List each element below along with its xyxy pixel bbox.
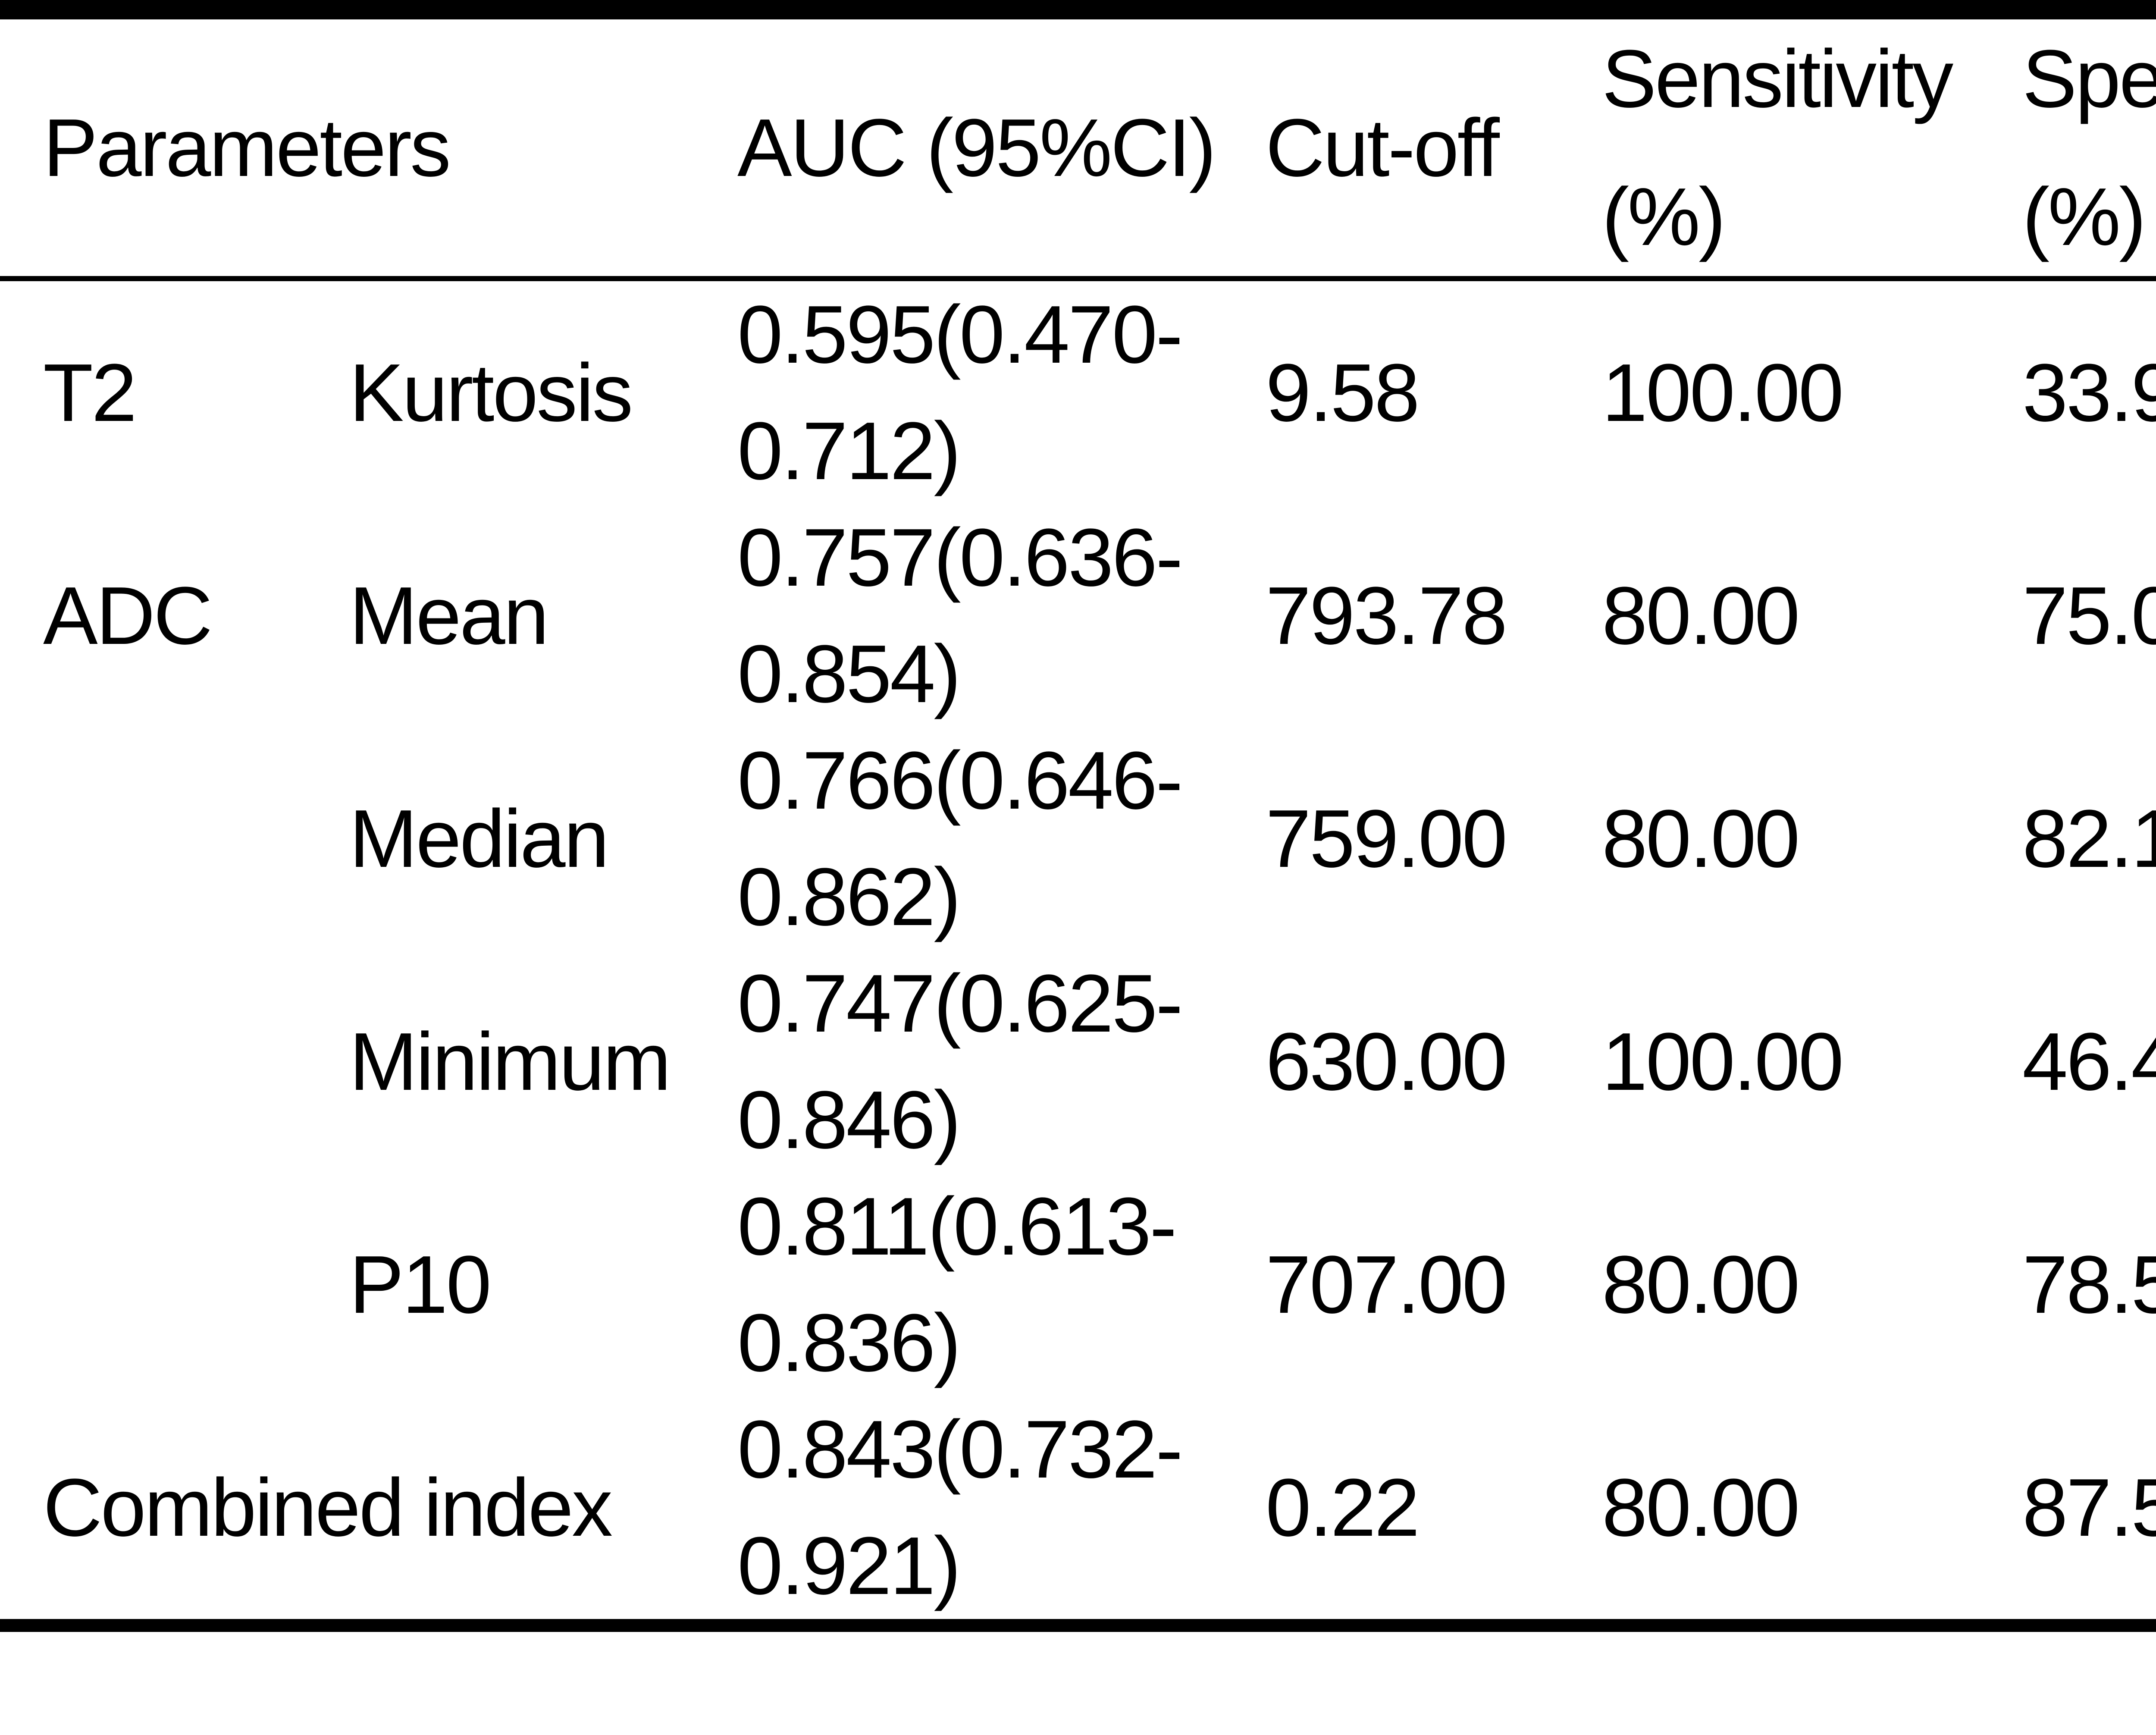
cell-specificity: 82.14	[2022, 793, 2156, 885]
header-specificity-line2: (%)	[2022, 171, 2146, 263]
cell-group: Combined index	[43, 1462, 613, 1553]
cell-auc: 0.811(0.613- 0.836)	[737, 1186, 1266, 1384]
auc-line1: 0.766(0.646-	[737, 734, 1183, 826]
cell-cutoff: 630.00	[1266, 1016, 1507, 1108]
cell-param: Minimum	[349, 1016, 671, 1108]
cell-param: Median	[349, 793, 609, 885]
table-row: T2 Kurtosis 0.595(0.470- 0.712) 9.58 100…	[0, 281, 2156, 504]
auc-line1: 0.747(0.625-	[737, 957, 1183, 1049]
cell-specificity: 78.57	[2022, 1239, 2156, 1330]
header-sensitivity: Sensitivity (%)	[1602, 38, 2022, 258]
auc-line2: 0.836)	[737, 1297, 961, 1389]
auc-line1: 0.595(0.470-	[737, 289, 1183, 380]
cell-sensitivity: 80.00	[1602, 793, 1800, 885]
cell-cutoff: 793.78	[1266, 570, 1507, 662]
cell-auc: 0.747(0.625- 0.846)	[737, 963, 1266, 1161]
cell-auc: 0.595(0.470- 0.712)	[737, 294, 1266, 492]
cell-specificity: 33.90	[2022, 347, 2156, 439]
table-row: ADC Mean 0.757(0.636- 0.854) 793.78 80.0…	[0, 504, 2156, 727]
auc-line2: 0.921)	[737, 1520, 961, 1612]
table-row: Median 0.766(0.646- 0.862) 759.00 80.00 …	[0, 727, 2156, 950]
auc-line1: 0.843(0.732-	[737, 1403, 1183, 1495]
auc-line2: 0.712)	[737, 405, 961, 497]
cell-sensitivity: 100.00	[1602, 347, 1844, 439]
auc-line2: 0.862)	[737, 851, 961, 943]
auc-line1: 0.757(0.636-	[737, 511, 1183, 603]
cell-specificity: 87.50	[2022, 1462, 2156, 1553]
cell-param: Kurtosis	[349, 347, 633, 439]
auc-line2: 0.854)	[737, 628, 961, 720]
cell-specificity: 75.00	[2022, 570, 2156, 662]
table-row: Combined index 0.843(0.732- 0.921) 0.22 …	[0, 1396, 2156, 1619]
header-auc: AUC (95%CI)	[737, 102, 1216, 194]
cell-auc: 0.757(0.636- 0.854)	[737, 517, 1266, 715]
auc-line1: 0.811(0.613-	[737, 1180, 1177, 1272]
table-row: Minimum 0.747(0.625- 0.846) 630.00 100.0…	[0, 950, 2156, 1173]
cell-group: ADC	[43, 570, 213, 662]
cell-auc: 0.843(0.732- 0.921)	[737, 1409, 1266, 1607]
cell-sensitivity: 80.00	[1602, 1239, 1800, 1330]
cell-sensitivity: 100.00	[1602, 1016, 1844, 1108]
table-header-row: Parameters AUC (95%CI) Cut-off Sensitivi…	[0, 19, 2156, 276]
cell-param: P10	[349, 1239, 492, 1330]
cell-cutoff: 0.22	[1266, 1462, 1420, 1553]
cell-sensitivity: 80.00	[1602, 1462, 1800, 1553]
header-parameters: Parameters	[43, 102, 451, 194]
cell-cutoff: 707.00	[1266, 1239, 1507, 1330]
roc-parameters-table: Parameters AUC (95%CI) Cut-off Sensitivi…	[0, 0, 2156, 1632]
header-sensitivity-line2: (%)	[1602, 171, 1726, 263]
table-top-border	[0, 0, 2156, 19]
table-bottom-border	[0, 1619, 2156, 1632]
auc-line2: 0.846)	[737, 1074, 961, 1166]
cell-param: Mean	[349, 570, 549, 662]
header-sensitivity-line1: Sensitivity	[1602, 33, 1953, 125]
header-separator-line	[0, 276, 2156, 281]
cell-sensitivity: 80.00	[1602, 570, 1800, 662]
cell-specificity: 46.43	[2022, 1016, 2156, 1108]
table-row: P10 0.811(0.613- 0.836) 707.00 80.00 78.…	[0, 1173, 2156, 1396]
cell-group: T2	[43, 347, 137, 439]
cell-cutoff: 9.58	[1266, 347, 1420, 439]
header-specificity-line1: Specificity	[2022, 33, 2156, 125]
header-specificity: Specificity (%)	[2022, 38, 2156, 258]
header-cutoff: Cut-off	[1266, 102, 1500, 194]
cell-cutoff: 759.00	[1266, 793, 1507, 885]
cell-auc: 0.766(0.646- 0.862)	[737, 740, 1266, 938]
